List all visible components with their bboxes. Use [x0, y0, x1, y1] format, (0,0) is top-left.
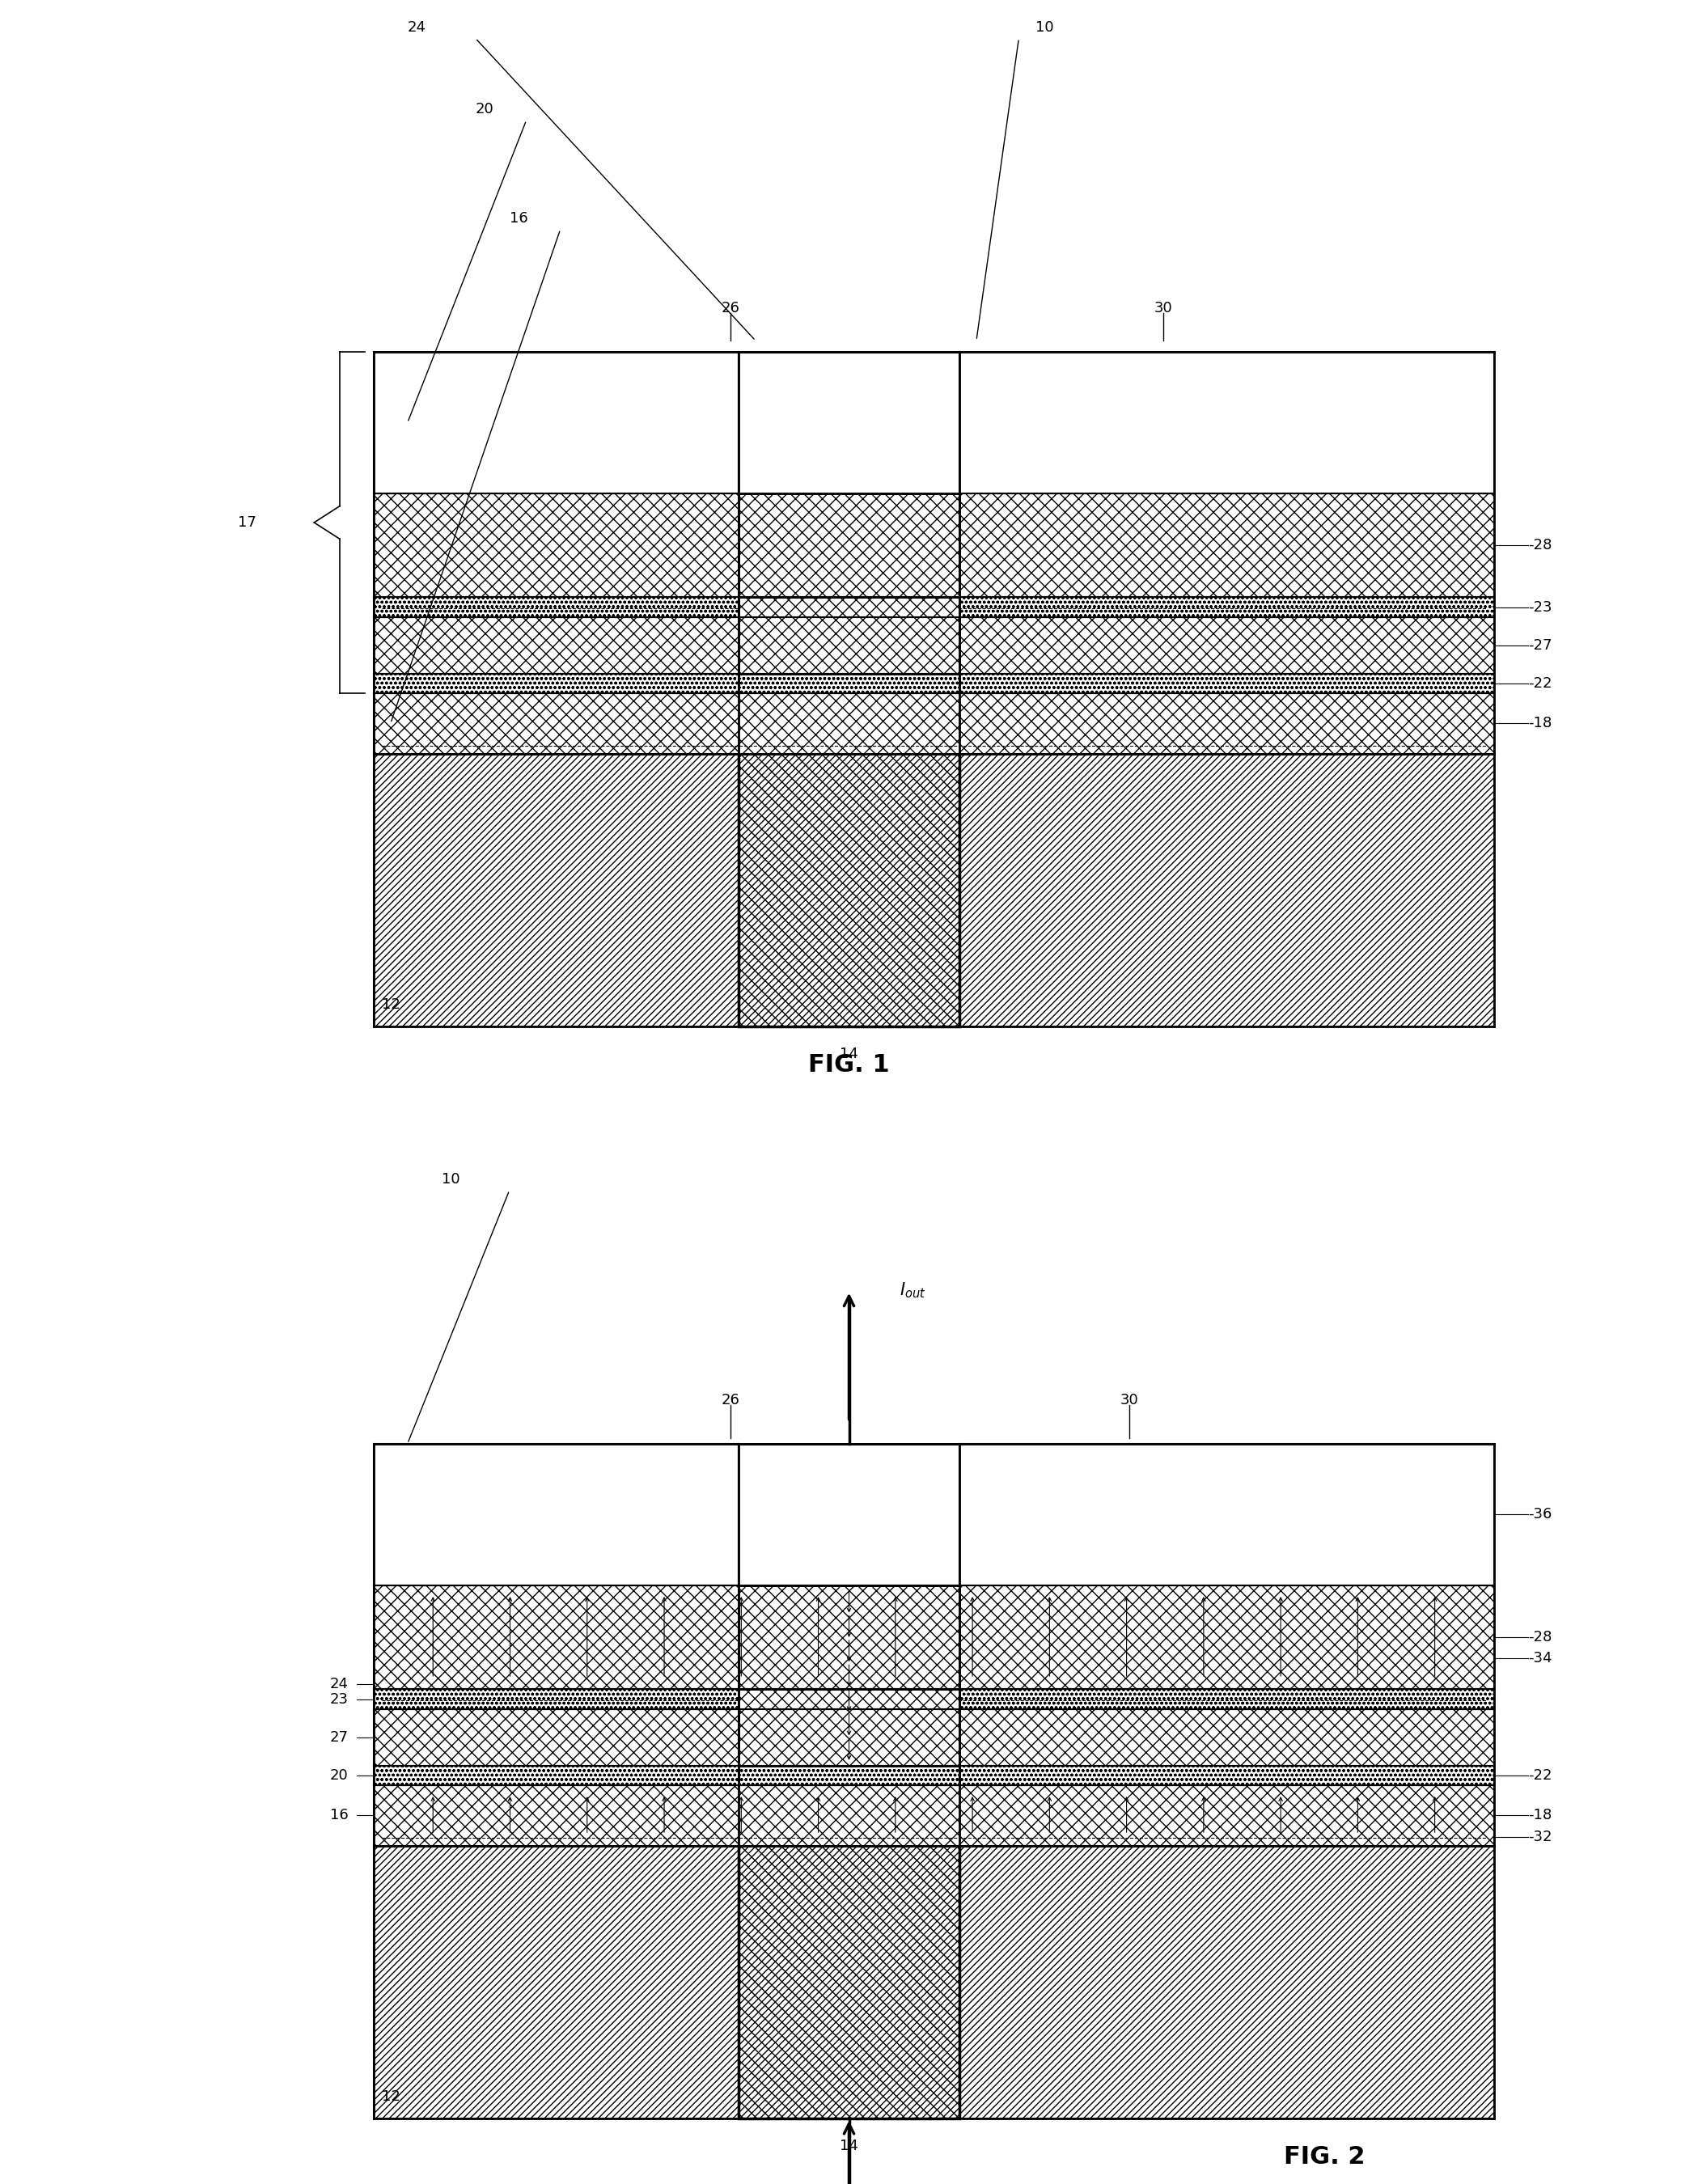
- Bar: [374, 598, 1494, 618]
- Bar: [739, 352, 959, 494]
- Bar: [374, 753, 1494, 1026]
- Bar: [374, 352, 739, 494]
- Bar: [739, 1586, 959, 1690]
- Text: 17: 17: [238, 515, 256, 531]
- Text: -22: -22: [1528, 1769, 1552, 1782]
- Text: FIG. 2: FIG. 2: [1284, 2145, 1365, 2169]
- Text: 16: 16: [329, 1808, 348, 1824]
- Text: 12: 12: [382, 2090, 401, 2103]
- Text: -36: -36: [1528, 1507, 1552, 1522]
- Text: 14: 14: [841, 1046, 857, 1061]
- Text: -23: -23: [1528, 601, 1552, 614]
- Bar: [374, 1845, 1494, 2118]
- Bar: [374, 494, 1494, 596]
- Bar: [374, 695, 1494, 753]
- Bar: [374, 1708, 1494, 1765]
- Bar: [739, 673, 959, 1026]
- Text: -18: -18: [1528, 716, 1552, 732]
- Bar: [959, 352, 1494, 494]
- Text: 24: 24: [408, 20, 426, 35]
- Bar: [739, 1444, 959, 1586]
- Text: 24: 24: [329, 1677, 348, 1693]
- Bar: [374, 1586, 1494, 1690]
- Text: 20: 20: [475, 103, 494, 116]
- Text: 30: 30: [1121, 1393, 1138, 1406]
- Text: 27: 27: [329, 1730, 348, 1745]
- Bar: [739, 598, 959, 673]
- Text: 20: 20: [329, 1769, 348, 1782]
- Text: -28: -28: [1528, 1629, 1552, 1645]
- Text: 12: 12: [382, 998, 401, 1011]
- Text: 16: 16: [509, 212, 528, 225]
- Bar: [739, 1690, 959, 1765]
- Text: 23: 23: [329, 1693, 348, 1706]
- Bar: [739, 494, 959, 596]
- Text: 26: 26: [722, 301, 739, 314]
- Bar: [374, 1787, 1494, 1845]
- Text: -27: -27: [1528, 638, 1552, 653]
- Text: -32: -32: [1528, 1830, 1552, 1843]
- Text: -22: -22: [1528, 677, 1552, 690]
- Bar: [959, 1444, 1494, 1586]
- Text: 14: 14: [841, 2138, 857, 2153]
- Bar: [739, 673, 959, 1026]
- Text: 30: 30: [1155, 301, 1172, 314]
- Bar: [374, 1690, 1494, 1708]
- Text: -18: -18: [1528, 1808, 1552, 1824]
- Bar: [739, 1765, 959, 2118]
- Text: $I_{out}$: $I_{out}$: [900, 1282, 927, 1299]
- Text: -28: -28: [1528, 537, 1552, 553]
- Bar: [374, 1444, 739, 1586]
- Text: 26: 26: [722, 1393, 739, 1406]
- Bar: [374, 673, 1494, 695]
- Bar: [374, 1765, 1494, 1787]
- Bar: [739, 1765, 959, 2118]
- Text: -34: -34: [1528, 1651, 1552, 1666]
- Text: 10: 10: [441, 1173, 460, 1186]
- Text: FIG. 1: FIG. 1: [808, 1053, 890, 1077]
- Text: 10: 10: [1036, 20, 1054, 35]
- Bar: [374, 618, 1494, 673]
